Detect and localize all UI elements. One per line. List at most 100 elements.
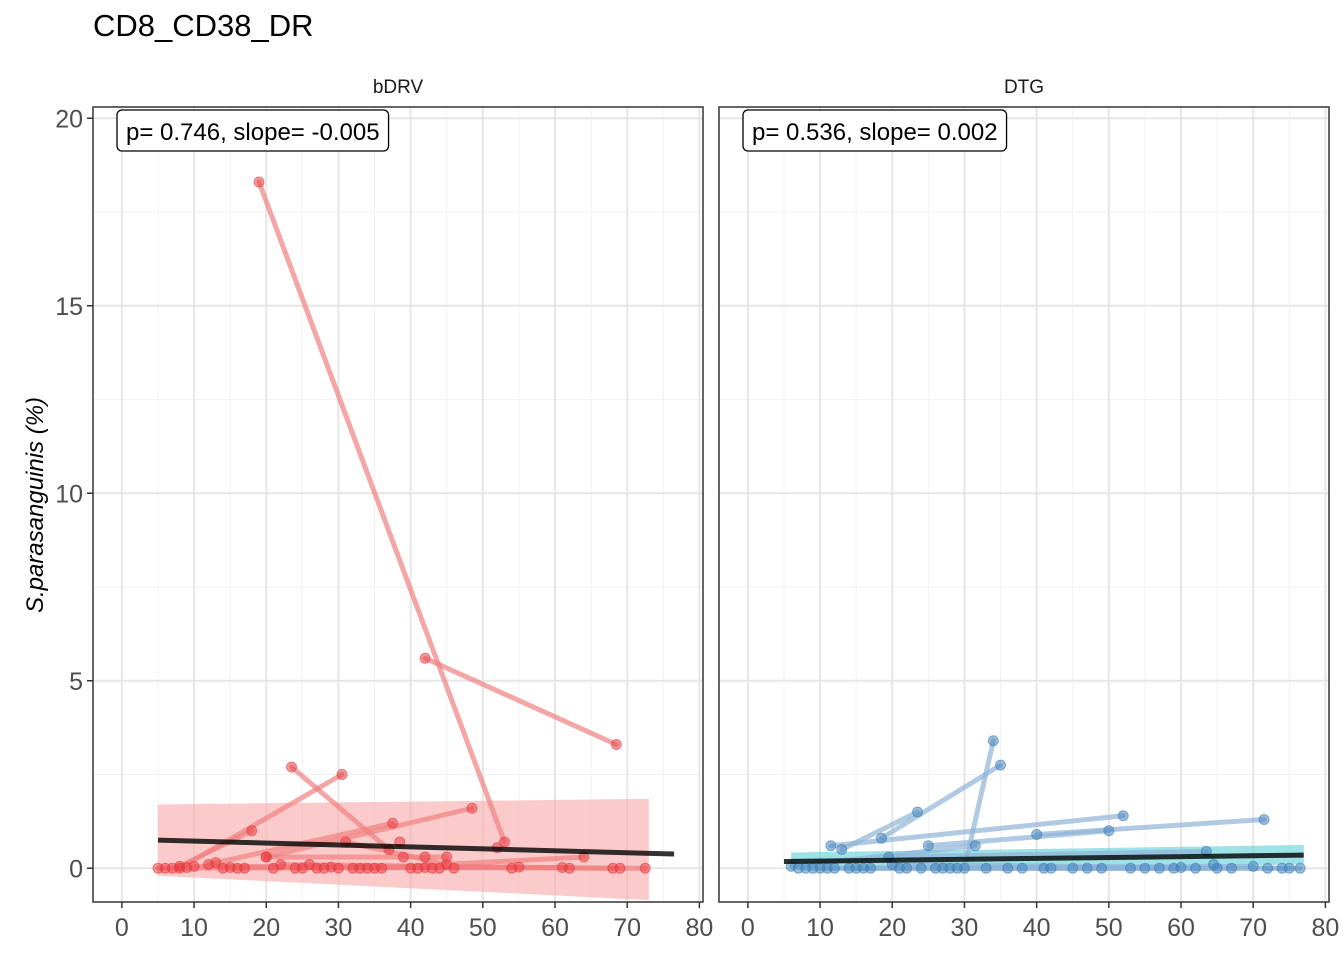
series-line: [263, 805, 475, 860]
x-tick-label: 30: [951, 914, 979, 942]
series-line: [289, 764, 392, 852]
data-point: [1262, 862, 1274, 874]
data-point: [614, 862, 626, 874]
data-point: [807, 862, 819, 874]
data-point: [419, 652, 431, 664]
data-point: [448, 862, 460, 874]
data-point: [875, 832, 887, 844]
panel-border: [718, 106, 1330, 903]
data-point: [865, 862, 877, 874]
x-tick-label: 30: [325, 914, 353, 942]
data-point: [1067, 862, 1079, 874]
data-point: [412, 862, 424, 874]
data-point: [969, 840, 981, 852]
data-point: [1117, 810, 1129, 822]
series-line: [256, 179, 507, 845]
panel-border: [92, 106, 704, 903]
x-tick-label: 80: [1311, 914, 1339, 942]
data-point: [1276, 862, 1288, 874]
data-point: [419, 851, 431, 863]
series-line: [925, 828, 1112, 849]
data-point: [239, 862, 251, 874]
data-point: [466, 802, 478, 814]
x-tick-label: 70: [1239, 914, 1267, 942]
data-point: [1103, 825, 1115, 837]
data-point: [166, 862, 178, 874]
data-point: [1031, 829, 1043, 840]
data-point: [1258, 814, 1270, 825]
data-point: [1016, 862, 1028, 874]
data-point: [980, 862, 992, 874]
chart-title: CD8_CD38_DR: [93, 8, 314, 43]
y-tick-label: 0: [69, 855, 83, 883]
data-point: [836, 844, 848, 855]
x-tick-label: 70: [613, 914, 641, 942]
data-point: [506, 862, 518, 874]
data-point: [1002, 862, 1014, 874]
x-tick-label: 20: [878, 914, 906, 942]
series-line: [886, 848, 1209, 860]
data-point: [246, 825, 258, 837]
series-line: [878, 762, 1004, 841]
stats-annotation: p= 0.746, slope= -0.005: [126, 119, 380, 146]
data-point: [901, 862, 913, 874]
data-point: [1139, 862, 1151, 874]
y-tick-label: 10: [55, 480, 83, 508]
data-point: [210, 857, 222, 869]
x-tick-label: 40: [1023, 914, 1051, 942]
data-point: [217, 862, 229, 874]
panel-background: [93, 107, 703, 902]
y-tick-label: 20: [55, 105, 83, 133]
data-point: [843, 862, 855, 874]
x-tick-label: 10: [806, 914, 834, 942]
data-point: [397, 851, 409, 863]
stats-annotation: p= 0.536, slope= 0.002: [752, 119, 998, 146]
data-point: [1226, 862, 1238, 874]
data-point: [434, 862, 446, 874]
x-tick-label: 40: [397, 914, 425, 942]
x-tick-label: 0: [115, 914, 129, 942]
data-point: [181, 862, 193, 873]
data-point: [937, 862, 949, 874]
x-tick-label: 60: [541, 914, 569, 942]
data-point: [253, 176, 265, 188]
data-point: [1045, 862, 1057, 874]
facet-strip-label: bDRV: [373, 77, 424, 98]
stats-annotation-box: [116, 109, 390, 152]
data-point: [376, 862, 388, 874]
data-point: [792, 862, 804, 874]
series-line: [177, 828, 255, 869]
data-point: [610, 739, 622, 750]
data-point: [1207, 859, 1219, 870]
data-point: [387, 817, 399, 829]
data-point: [829, 862, 841, 874]
fit-line: [157, 837, 675, 857]
data-point: [1081, 862, 1093, 874]
data-point: [286, 761, 298, 773]
confidence-ribbon: [157, 798, 649, 901]
x-tick-label: 50: [469, 914, 497, 942]
x-tick-label: 0: [741, 914, 755, 942]
data-point: [260, 851, 272, 863]
data-point: [1096, 862, 1108, 874]
data-point: [639, 862, 651, 874]
y-tick-label: 15: [55, 293, 83, 321]
data-point: [995, 759, 1007, 771]
series-line: [422, 655, 619, 747]
data-point: [1294, 862, 1306, 874]
data-point: [1189, 862, 1201, 874]
data-point: [915, 862, 927, 874]
data-point: [1124, 862, 1136, 874]
data-point: [1168, 862, 1180, 874]
data-point: [922, 840, 934, 852]
data-point: [951, 862, 963, 874]
data-point: [1247, 860, 1259, 872]
data-point: [987, 735, 999, 747]
data-point: [563, 862, 575, 874]
fit-line: [783, 852, 1304, 864]
x-tick-label: 10: [180, 914, 208, 942]
x-tick-label: 60: [1167, 914, 1195, 942]
data-point: [336, 769, 348, 780]
x-tick-label: 80: [685, 914, 713, 942]
